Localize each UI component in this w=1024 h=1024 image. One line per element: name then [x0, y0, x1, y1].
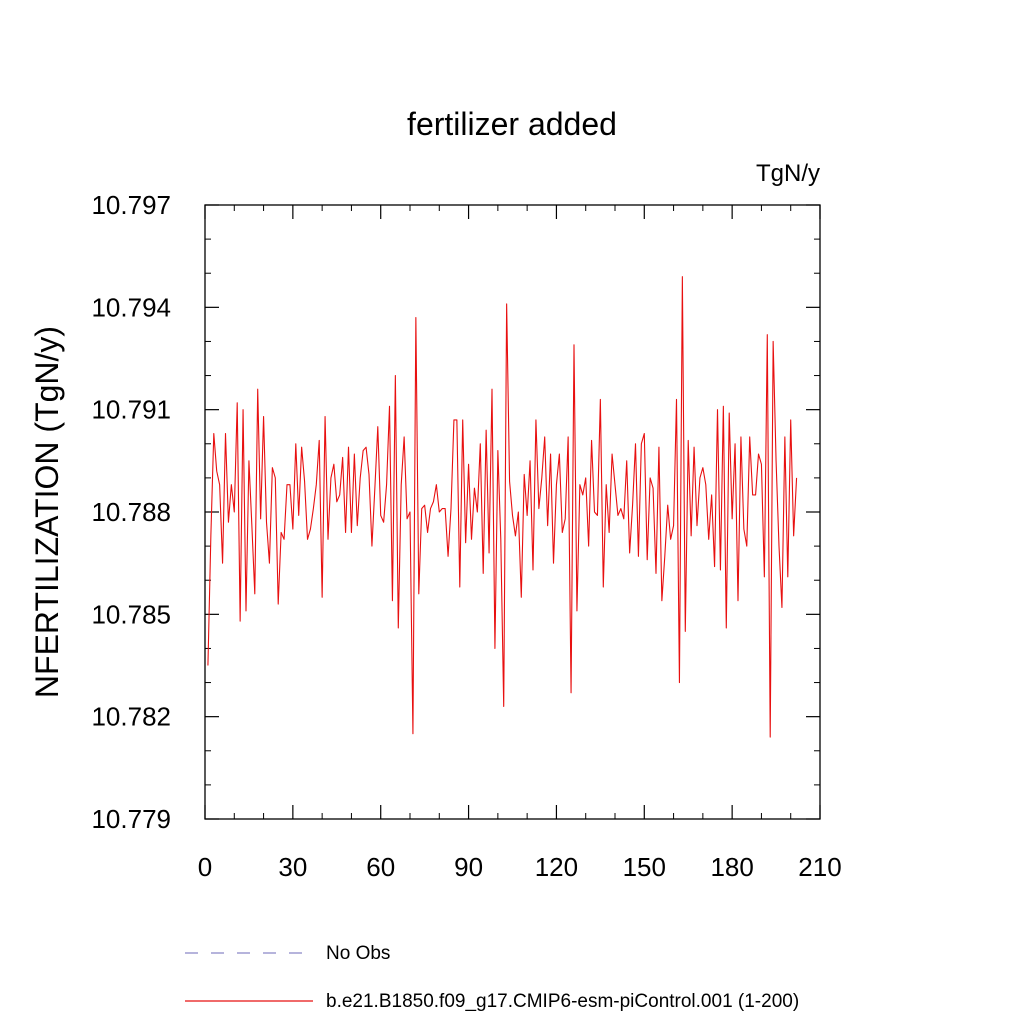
x-tick-label: 0 — [198, 852, 212, 882]
y-tick-label: 10.788 — [91, 497, 171, 527]
units-label: TgN/y — [756, 160, 820, 187]
legend-label-control-run: b.e21.B1850.f09_g17.CMIP6-esm-piControl.… — [326, 991, 799, 1012]
y-tick-label: 10.785 — [91, 599, 171, 629]
x-tick-label: 120 — [535, 852, 578, 882]
y-tick-label: 10.779 — [91, 804, 171, 834]
y-tick-label: 10.797 — [91, 190, 171, 220]
y-tick-label: 10.791 — [91, 395, 171, 425]
x-tick-label: 60 — [366, 852, 395, 882]
x-tick-label: 30 — [278, 852, 307, 882]
legend: No Obs b.e21.B1850.f09_g17.CMIP6-esm-piC… — [185, 943, 799, 1012]
y-axis-label: NFERTILIZATION (TgN/y) — [29, 326, 65, 698]
x-tick-label: 150 — [623, 852, 666, 882]
minor-ticks — [205, 205, 820, 819]
x-tick-labels: 0 30 60 90 120 150 180 210 — [198, 852, 842, 882]
y-tick-label: 10.782 — [91, 702, 171, 732]
series-layer — [207, 276, 798, 738]
y-tick-label: 10.794 — [91, 292, 171, 322]
legend-label-no-obs: No Obs — [326, 943, 390, 964]
chart-title: fertilizer added — [407, 106, 617, 142]
y-tick-labels: 10.779 10.782 10.785 10.788 10.791 10.794 10.7… — [91, 190, 171, 834]
x-tick-label: 90 — [454, 852, 483, 882]
series-line-control-run — [207, 276, 798, 738]
x-tick-label: 180 — [710, 852, 753, 882]
x-tick-label: 210 — [798, 852, 841, 882]
major-ticks — [204, 204, 821, 820]
